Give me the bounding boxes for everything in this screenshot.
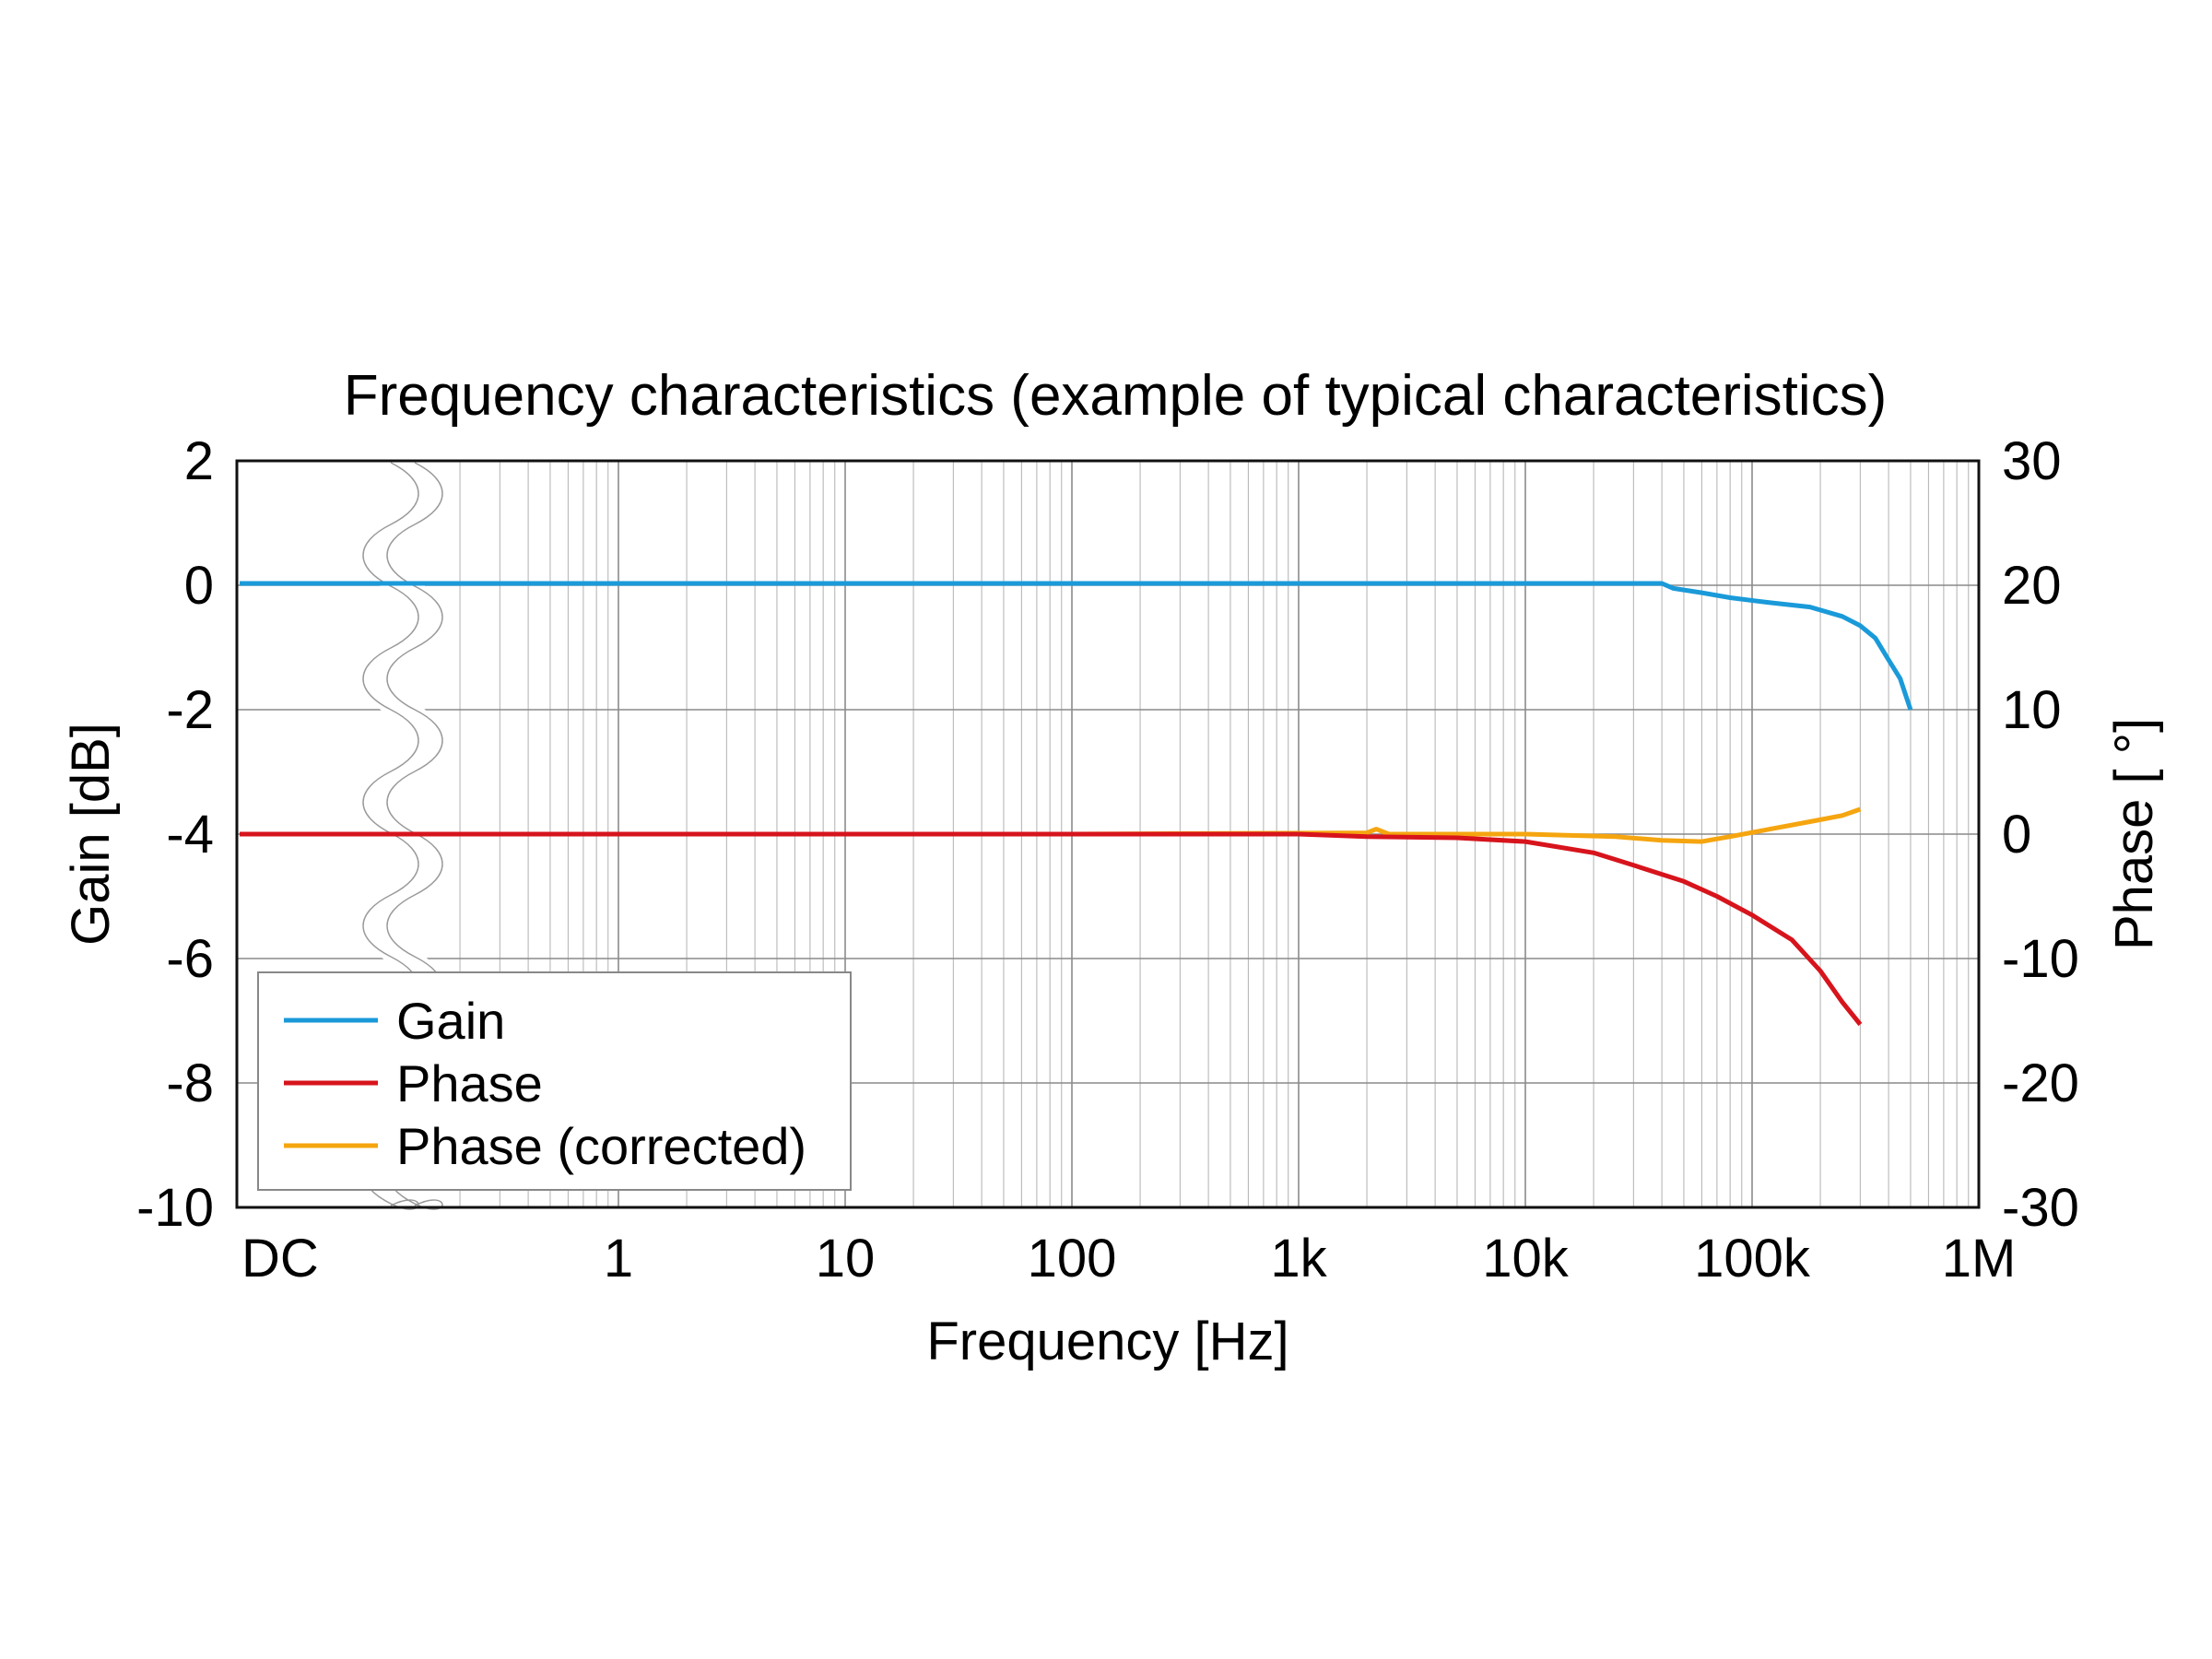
x-tick-label: DC xyxy=(241,1229,319,1288)
y-tick-label: 2 xyxy=(184,431,214,491)
legend-label: Phase xyxy=(396,1054,543,1112)
y-tick-label: 0 xyxy=(184,556,214,616)
y-tick-label: -6 xyxy=(166,929,214,989)
y2-axis-label: Phase [ °] xyxy=(2104,718,2164,950)
legend-label: Gain xyxy=(396,992,505,1050)
y2-tick-label: -30 xyxy=(2002,1178,2079,1238)
x-tick-label: 10k xyxy=(1482,1229,1570,1288)
y-axis-label: Gain [dB] xyxy=(61,723,121,946)
tick-labels: DC 1 10 100 1k 10k 100k 1M20-2-4-6-8-103020100-… xyxy=(136,431,2079,1288)
x-tick-label: 1 xyxy=(604,1229,633,1288)
x-tick-label: 1k xyxy=(1270,1229,1327,1288)
y2-tick-label: 10 xyxy=(2002,680,2062,740)
x-tick-label: 100k xyxy=(1694,1229,1811,1288)
chart-title: Frequency characteristics (example of ty… xyxy=(344,364,1888,428)
y-tick-label: -4 xyxy=(166,805,214,865)
y2-tick-label: 0 xyxy=(2002,805,2031,865)
x-tick-label: 10 xyxy=(816,1229,876,1288)
y2-tick-label: -20 xyxy=(2002,1053,2079,1113)
plot-frame xyxy=(235,459,1981,1209)
y-tick-label: -8 xyxy=(166,1053,214,1113)
legend-label: Phase (corrected) xyxy=(396,1117,806,1175)
y2-tick-label: 30 xyxy=(2002,431,2062,491)
y2-tick-label: 20 xyxy=(2002,556,2062,616)
y2-tick-label: -10 xyxy=(2002,929,2079,989)
x-axis-label: Frequency [Hz] xyxy=(926,1312,1288,1371)
series-line-gain xyxy=(240,581,1913,711)
y-tick-label: -10 xyxy=(136,1178,214,1238)
x-tick-label: 100 xyxy=(1028,1229,1117,1288)
y-tick-label: -2 xyxy=(166,680,214,740)
x-tick-label: 1M xyxy=(1942,1229,2017,1288)
series-line-phase xyxy=(240,831,1863,1027)
series-lines xyxy=(240,581,1913,1027)
